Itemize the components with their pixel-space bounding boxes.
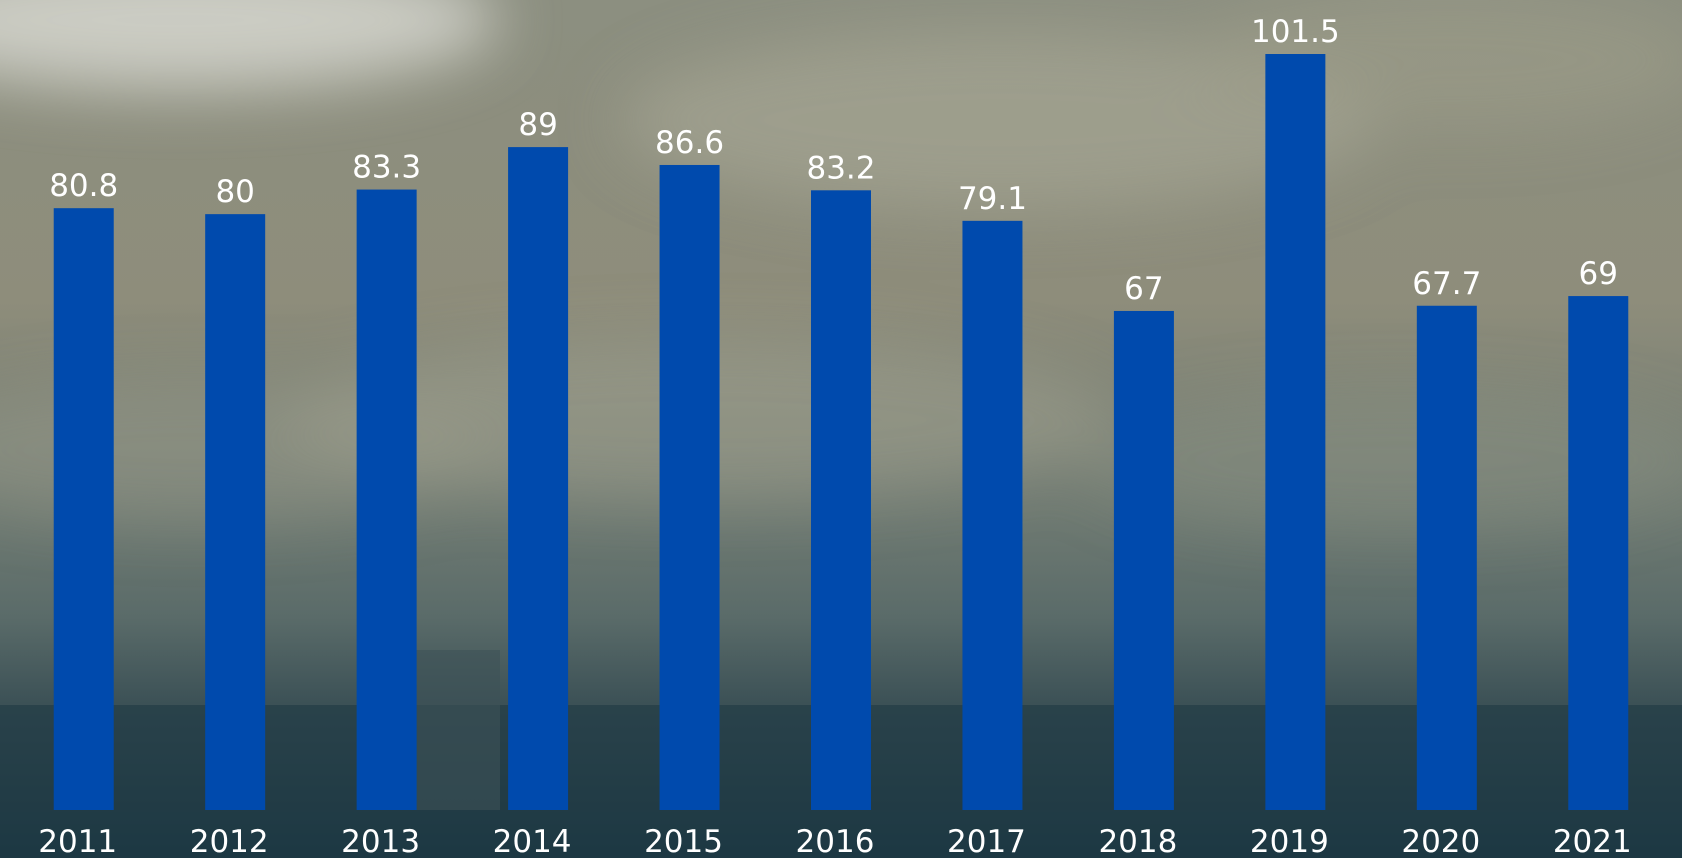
value-label: 101.5 bbox=[1251, 14, 1340, 50]
x-tick-label: 2015 bbox=[644, 824, 723, 858]
x-tick-label: 2021 bbox=[1553, 824, 1632, 858]
bar bbox=[205, 214, 266, 810]
value-label: 67.7 bbox=[1412, 266, 1481, 302]
bar bbox=[1265, 54, 1326, 810]
bar bbox=[508, 147, 569, 810]
building bbox=[400, 650, 500, 810]
value-label: 67 bbox=[1124, 271, 1163, 307]
value-label: 80.8 bbox=[49, 168, 118, 204]
value-label: 89 bbox=[518, 107, 557, 143]
bar bbox=[659, 164, 720, 810]
value-label: 69 bbox=[1579, 256, 1618, 292]
value-label: 86.6 bbox=[655, 125, 724, 161]
x-tick-label: 2020 bbox=[1401, 824, 1480, 858]
x-tick-label: 2017 bbox=[947, 824, 1026, 858]
x-tick-label: 2013 bbox=[341, 824, 420, 858]
x-tick-label: 2016 bbox=[796, 824, 875, 858]
x-tick-label: 2011 bbox=[38, 824, 117, 858]
bar bbox=[1113, 310, 1174, 810]
bar bbox=[1568, 296, 1629, 810]
value-label: 83.2 bbox=[806, 150, 875, 186]
x-tick-label: 2019 bbox=[1250, 824, 1329, 858]
bar bbox=[811, 190, 871, 810]
bar bbox=[962, 220, 1023, 811]
bar bbox=[356, 189, 417, 811]
value-label: 79.1 bbox=[958, 181, 1027, 217]
x-tick-label: 2012 bbox=[190, 824, 269, 858]
value-label: 83.3 bbox=[352, 150, 421, 186]
bar bbox=[1416, 305, 1477, 810]
x-tick-label: 2014 bbox=[493, 824, 572, 858]
value-label: 80 bbox=[215, 174, 254, 210]
x-tick-label: 2018 bbox=[1098, 824, 1177, 858]
bar bbox=[53, 208, 114, 810]
